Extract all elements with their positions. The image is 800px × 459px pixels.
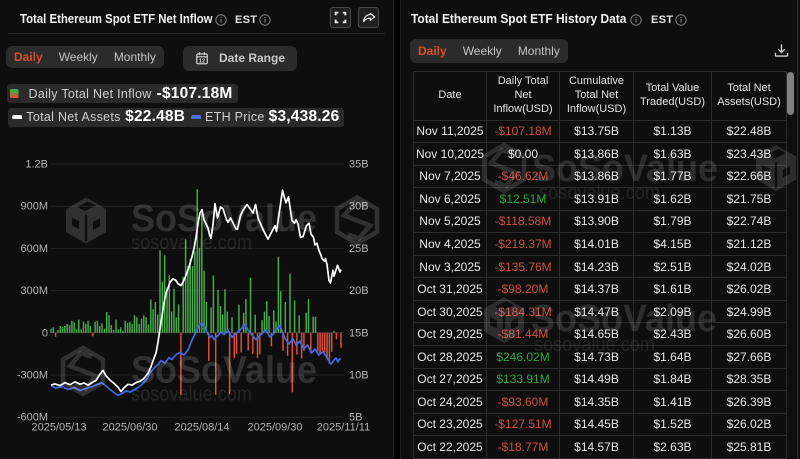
svg-text:900M: 900M [20,201,48,213]
svg-text:2025/08/14: 2025/08/14 [174,422,229,434]
svg-text:-600M: -600M [17,412,48,424]
svg-text:1.2B: 1.2B [25,159,48,171]
svg-text:300M: 300M [20,285,48,297]
svg-text:25B: 25B [349,243,369,255]
svg-text:2025/06/30: 2025/06/30 [102,422,157,434]
svg-text:2025/11/11: 2025/11/11 [317,422,370,434]
svg-text:2025/05/13: 2025/05/13 [31,422,86,434]
svg-text:5B: 5B [349,412,362,424]
svg-text:0: 0 [42,327,48,339]
svg-text:30B: 30B [349,201,369,213]
svg-text:35B: 35B [349,159,369,171]
svg-text:2025/09/30: 2025/09/30 [247,422,302,434]
svg-text:600M: 600M [20,243,48,255]
svg-text:20B: 20B [349,285,369,297]
svg-text:-300M: -300M [17,370,48,382]
svg-text:12: 12 [199,58,205,64]
svg-text:10B: 10B [349,370,369,382]
svg-text:15B: 15B [349,327,369,339]
